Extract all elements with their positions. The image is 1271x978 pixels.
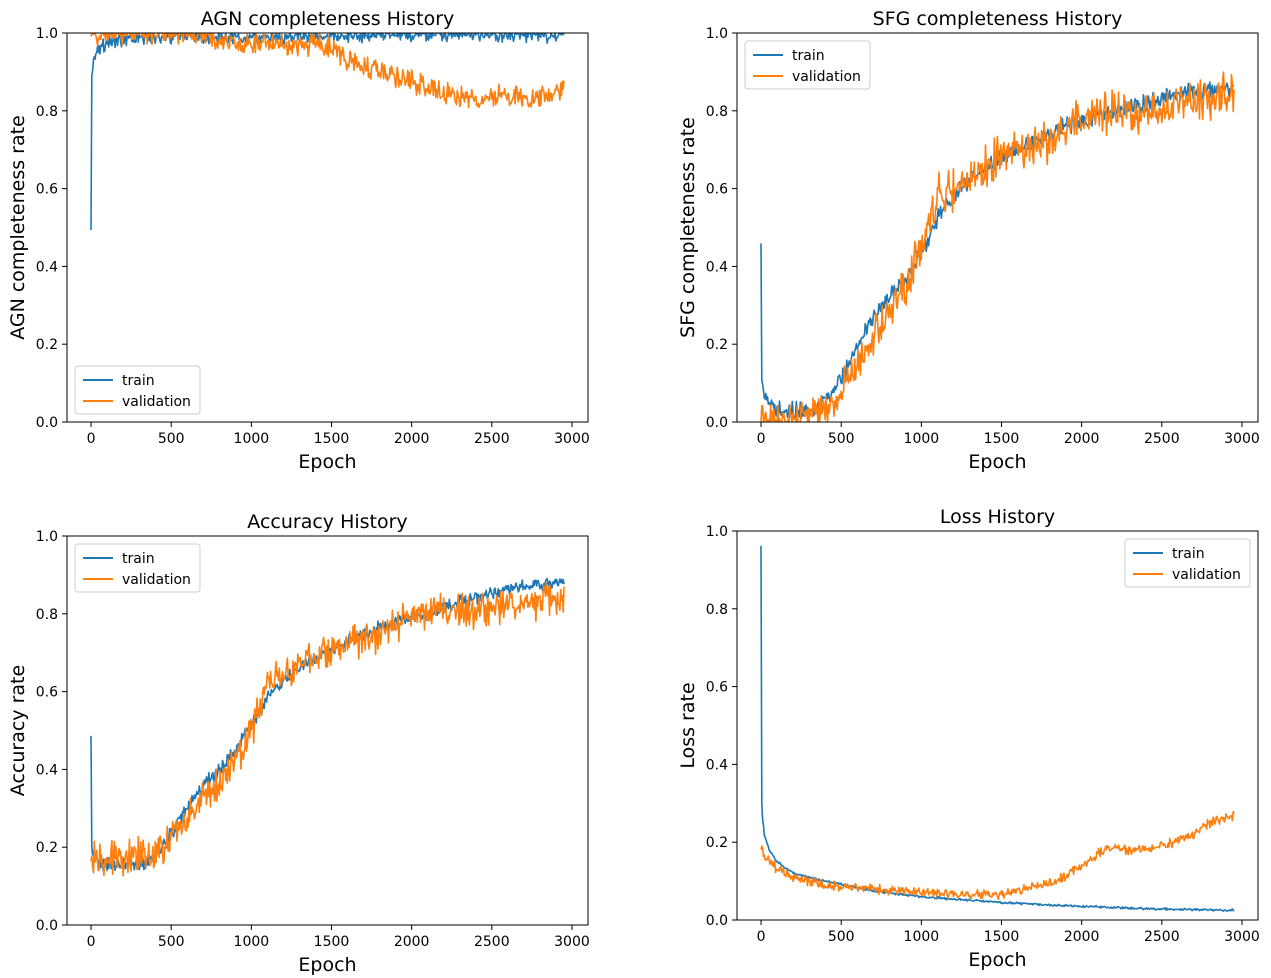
legend-label-validation: validation	[122, 394, 191, 410]
y-tick-label: 0.6	[706, 680, 728, 696]
x-tick-label: 2000	[1064, 431, 1100, 447]
series-line-validation	[90, 582, 565, 877]
x-axis-label: Epoch	[968, 949, 1026, 971]
y-axis-label: Accuracy rate	[7, 665, 29, 796]
y-tick-label: 0.4	[706, 259, 728, 275]
x-tick-label: 1500	[314, 431, 350, 447]
x-tick-label: 0	[87, 431, 96, 447]
y-tick-label: 0.2	[36, 337, 58, 353]
x-tick-label: 1500	[314, 934, 350, 950]
x-tick-label: 1500	[984, 431, 1020, 447]
legend-label-validation: validation	[1172, 567, 1241, 583]
x-tick-label: 500	[158, 934, 185, 950]
x-tick-label: 1000	[234, 934, 270, 950]
x-tick-label: 2000	[394, 431, 430, 447]
legend: train validation	[744, 40, 871, 90]
x-tick-label: 2500	[474, 934, 510, 950]
x-tick-label: 500	[828, 431, 855, 447]
y-axis-label: SFG completeness rate	[677, 117, 699, 338]
x-tick-label: 0	[757, 929, 766, 945]
x-tick-label: 1000	[904, 929, 940, 945]
legend: train validation	[1124, 538, 1251, 588]
series-line-train	[90, 33, 565, 231]
legend: train validation	[74, 365, 201, 415]
x-tick-label: 1000	[904, 431, 940, 447]
legend-label-validation: validation	[792, 69, 861, 85]
x-tick-label: 3000	[554, 431, 590, 447]
x-axis-label: Epoch	[298, 954, 356, 976]
x-tick-label: 0	[87, 934, 96, 950]
y-tick-label: 0.0	[706, 415, 728, 431]
x-tick-label: 2000	[1064, 929, 1100, 945]
y-tick-label: 0.2	[706, 337, 728, 353]
x-tick-label: 3000	[554, 934, 590, 950]
chart-title: SFG completeness History	[873, 8, 1123, 30]
x-tick-label: 500	[158, 431, 185, 447]
y-tick-label: 0.8	[706, 602, 728, 618]
y-tick-label: 0.0	[706, 913, 728, 929]
series-line-validation	[760, 810, 1235, 901]
x-tick-label: 3000	[1224, 929, 1260, 945]
x-axis-label: Epoch	[298, 451, 356, 473]
x-tick-label: 3000	[1224, 431, 1260, 447]
series-line-train	[760, 545, 1235, 912]
y-tick-label: 0.4	[36, 259, 58, 275]
legend-label-train: train	[1172, 546, 1205, 562]
chart-title: Loss History	[940, 506, 1055, 528]
y-tick-label: 0.6	[36, 685, 58, 701]
y-tick-label: 0.0	[36, 918, 58, 934]
axes-frame	[66, 535, 589, 926]
chart-title: AGN completeness History	[201, 8, 455, 30]
y-tick-label: 0.8	[706, 104, 728, 120]
y-axis-label: AGN completeness rate	[7, 115, 29, 340]
axes-frame	[66, 32, 589, 423]
y-tick-label: 1.0	[36, 529, 58, 545]
y-tick-label: 0.6	[36, 182, 58, 198]
x-tick-label: 2000	[394, 934, 430, 950]
chart-3: 0 500 1000 1500 2000 2500 3000 0.0 0.2 0.4 0.6 0.8 1…	[677, 506, 1260, 971]
x-axis-label: Epoch	[968, 451, 1026, 473]
legend: train validation	[74, 543, 201, 593]
legend-label-train: train	[122, 551, 155, 567]
legend-label-train: train	[122, 373, 155, 389]
x-tick-label: 1500	[984, 929, 1020, 945]
axes-frame	[736, 32, 1259, 423]
chart-0: 0 500 1000 1500 2000 2500 3000 0.0 0.2 0.4 0.6 0.8 1…	[7, 8, 590, 473]
legend-label-train: train	[792, 48, 825, 64]
y-tick-label: 0.8	[36, 607, 58, 623]
y-tick-label: 1.0	[706, 26, 728, 42]
y-tick-label: 1.0	[706, 524, 728, 540]
axes-frame	[736, 530, 1259, 921]
y-tick-label: 0.2	[36, 840, 58, 856]
x-tick-label: 2500	[1144, 929, 1180, 945]
y-axis-label: Loss rate	[677, 682, 699, 768]
y-tick-label: 0.4	[706, 757, 728, 773]
chart-title: Accuracy History	[247, 511, 407, 533]
y-tick-label: 0.2	[706, 835, 728, 851]
x-tick-label: 1000	[234, 431, 270, 447]
chart-1: 0 500 1000 1500 2000 2500 3000 0.0 0.2 0.4 0.6 0.8 1…	[677, 8, 1260, 473]
y-tick-label: 0.4	[36, 762, 58, 778]
x-tick-label: 0	[757, 431, 766, 447]
series-line-validation	[90, 33, 565, 109]
series-line-train	[90, 577, 565, 872]
x-tick-label: 2500	[1144, 431, 1180, 447]
legend-label-validation: validation	[122, 572, 191, 588]
series-line-train	[760, 81, 1235, 420]
y-tick-label: 0.0	[36, 415, 58, 431]
y-tick-label: 0.6	[706, 182, 728, 198]
y-tick-label: 0.8	[36, 104, 58, 120]
chart-2: 0 500 1000 1500 2000 2500 3000 0.0 0.2 0.4 0.6 0.8 1…	[7, 511, 590, 976]
x-tick-label: 2500	[474, 431, 510, 447]
x-tick-label: 500	[828, 929, 855, 945]
series-line-validation	[760, 71, 1235, 422]
y-tick-label: 1.0	[36, 26, 58, 42]
